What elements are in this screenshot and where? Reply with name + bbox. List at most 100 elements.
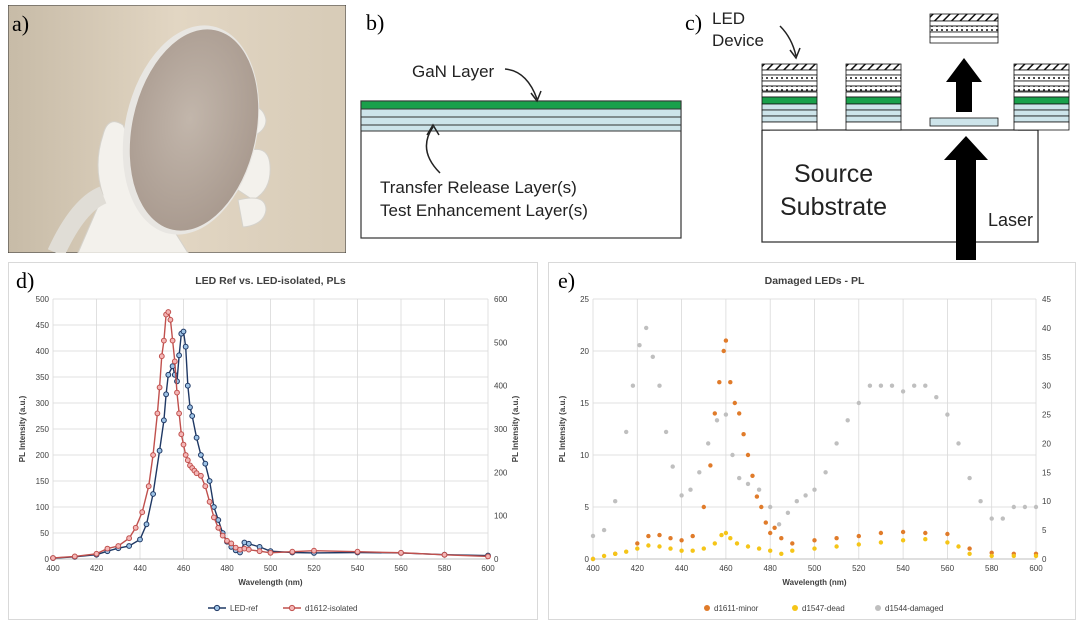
data-point xyxy=(126,543,132,549)
data-point xyxy=(165,371,172,378)
data-point xyxy=(956,441,961,446)
x-tick-label: 540 xyxy=(896,564,910,573)
data-point xyxy=(856,400,861,406)
data-point xyxy=(772,525,777,530)
data-point xyxy=(601,553,607,559)
data-point xyxy=(719,532,724,538)
data-point xyxy=(730,452,735,458)
data-point xyxy=(741,432,746,437)
x-tick-label: 460 xyxy=(177,564,191,573)
data-point xyxy=(701,546,706,551)
data-point xyxy=(193,470,200,477)
data-point xyxy=(900,529,906,535)
data-point xyxy=(934,395,939,400)
data-point xyxy=(139,509,146,516)
data-point xyxy=(670,464,675,469)
data-point xyxy=(967,475,972,481)
data-point xyxy=(756,487,762,492)
data-point xyxy=(779,551,784,556)
y-tick-label-right: 40 xyxy=(1042,324,1051,333)
panel-d-letter: d) xyxy=(16,268,35,293)
data-point xyxy=(785,510,791,515)
data-point xyxy=(219,532,226,539)
x-tick-label: 600 xyxy=(481,564,495,573)
lifted-led-device xyxy=(929,13,999,44)
y-tick-label: 150 xyxy=(36,477,50,486)
data-point xyxy=(967,551,972,556)
data-point xyxy=(137,536,143,543)
legend-marker xyxy=(875,605,881,611)
data-point xyxy=(189,413,196,419)
data-point xyxy=(759,504,764,510)
y-tick-label: 15 xyxy=(580,399,589,408)
data-point xyxy=(750,473,755,478)
panel-a: a) xyxy=(7,4,347,257)
data-point xyxy=(668,536,673,541)
data-point xyxy=(978,499,983,504)
gan-layer xyxy=(360,100,682,110)
data-point xyxy=(989,553,994,559)
y-tick-label: 25 xyxy=(580,295,589,304)
y-tick-label: 20 xyxy=(580,347,589,356)
data-point xyxy=(182,452,189,458)
data-point xyxy=(668,546,673,551)
x-axis-label: Wavelength (nm) xyxy=(238,578,302,587)
source-label-line2: Substrate xyxy=(780,193,888,221)
data-point xyxy=(989,516,994,521)
data-point xyxy=(690,533,695,539)
legend-label: LED-ref xyxy=(230,604,258,613)
data-point xyxy=(717,380,722,385)
led-device-3 xyxy=(1013,63,1070,131)
data-point xyxy=(923,383,928,388)
x-tick-label: 400 xyxy=(46,564,60,573)
data-point xyxy=(126,535,132,542)
data-point xyxy=(145,483,152,490)
data-point xyxy=(176,352,183,359)
data-point xyxy=(178,431,185,438)
data-point xyxy=(398,549,404,556)
data-point xyxy=(697,470,702,475)
x-tick-label: 500 xyxy=(264,564,278,573)
legend-marker xyxy=(213,604,221,612)
y-axis-label: PL Intensity (a.u.) xyxy=(18,395,27,462)
data-point xyxy=(202,460,209,467)
data-point xyxy=(701,504,706,510)
data-point xyxy=(93,550,100,557)
data-point xyxy=(169,337,176,344)
data-point xyxy=(613,551,618,556)
panel-a-letter: a) xyxy=(12,11,30,36)
data-point xyxy=(245,546,252,553)
data-point xyxy=(967,546,972,551)
y-tick-label: 50 xyxy=(40,529,49,538)
x-tick-label: 500 xyxy=(808,564,822,573)
data-point xyxy=(812,538,817,543)
data-point xyxy=(734,541,740,546)
y-tick-label: 200 xyxy=(36,451,50,460)
x-tick-label: 480 xyxy=(220,564,234,573)
source-label-line1: Source xyxy=(794,160,874,188)
data-point xyxy=(635,541,640,546)
data-point xyxy=(624,549,629,554)
data-point xyxy=(889,383,895,388)
data-point xyxy=(790,541,795,546)
data-point xyxy=(956,544,961,549)
data-point xyxy=(187,404,193,411)
data-point xyxy=(104,545,111,552)
data-point xyxy=(878,540,884,545)
data-point xyxy=(174,389,180,396)
y-tick-label-right: 300 xyxy=(494,425,508,434)
data-point xyxy=(245,540,252,547)
data-point xyxy=(834,536,839,541)
data-point xyxy=(945,540,950,545)
data-point xyxy=(50,555,56,561)
y-axis-label-right: PL Intensity (a.u.) xyxy=(511,395,520,462)
data-point xyxy=(590,533,596,539)
legend-label: d1544-damaged xyxy=(885,604,943,613)
data-point xyxy=(637,343,642,348)
data-point xyxy=(485,553,491,560)
data-point xyxy=(989,550,994,555)
data-point xyxy=(156,447,163,454)
x-tick-label: 560 xyxy=(394,564,408,573)
data-point xyxy=(1033,553,1039,559)
panel-c-schematic xyxy=(761,13,1070,260)
